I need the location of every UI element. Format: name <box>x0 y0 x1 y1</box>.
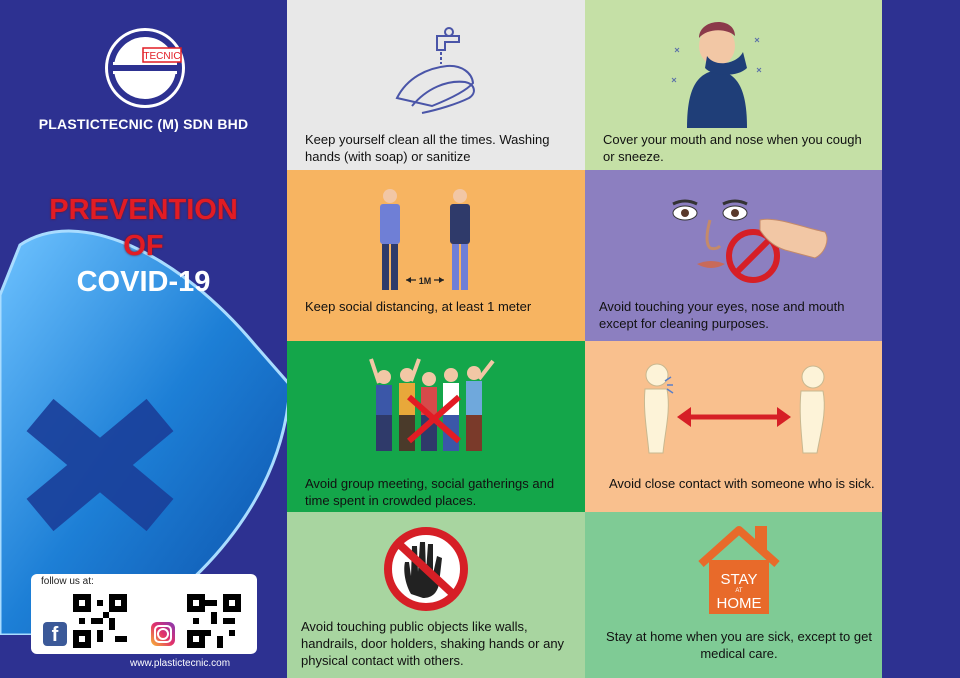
no-face-touch-icon <box>672 199 828 283</box>
tip-text: Stay at home when you are sick, except t… <box>606 629 872 661</box>
tip-panel-cough: Cover your mouth and nose when you cough… <box>585 0 882 170</box>
page-title: PREVENTION OF COVID-19 <box>0 192 287 300</box>
house-text-at: AT <box>735 588 743 594</box>
stay-home-icon: STAY AT HOME <box>698 526 780 614</box>
crowd-icon <box>369 358 495 451</box>
tip-panel-face-touch: Avoid touching your eyes, nose and mouth… <box>585 170 882 341</box>
follow-label: follow us at: <box>41 576 94 587</box>
tip-text: Avoid group meeting, social gatherings a… <box>305 476 555 508</box>
distance-label: 1M <box>419 276 432 286</box>
facebook-icon[interactable]: f <box>43 622 67 646</box>
house-text-home: HOME <box>717 595 762 612</box>
tip-panel-stay-home: STAY AT HOME Stay at home when you are s… <box>585 512 882 678</box>
tip-panel-distancing: 1M Keep social distancing, at least 1 me… <box>287 170 585 341</box>
company-logo: TECNIC <box>105 28 185 108</box>
house-text-stay: STAY <box>721 571 758 588</box>
tip-text: Keep social distancing, at least 1 meter <box>305 299 532 314</box>
tip-text: Avoid close contact with someone who is … <box>609 476 875 491</box>
website-link[interactable]: www.plastictecnic.com <box>130 658 231 669</box>
sick-contact-icon <box>643 363 825 454</box>
distancing-icon: 1M <box>380 189 470 290</box>
left-panel: TECNIC PLASTICTECNIC (M) SDN BHD PREVENT… <box>0 0 287 678</box>
title-line-2: OF <box>123 230 164 262</box>
no-touch-hand-icon <box>384 527 468 611</box>
instagram-icon[interactable] <box>151 622 175 646</box>
instagram-qr-code[interactable] <box>187 594 241 648</box>
handwash-icon <box>395 27 475 114</box>
tip-text: Avoid touching public objects like walls… <box>301 619 565 668</box>
tip-text: Avoid touching your eyes, nose and mouth… <box>599 299 845 331</box>
title-line-1: PREVENTION <box>49 194 238 226</box>
right-border <box>882 0 960 678</box>
tip-panel-handwash: Keep yourself clean all the times. Washi… <box>287 0 585 170</box>
follow-box: follow us at: f <box>31 574 257 654</box>
cough-icon <box>671 21 762 128</box>
facebook-qr-code[interactable] <box>73 594 127 648</box>
logo-text: TECNIC <box>143 51 180 62</box>
title-line-3: COVID-19 <box>76 266 211 298</box>
tip-panel-crowd: Avoid group meeting, social gatherings a… <box>287 341 585 512</box>
company-name: PLASTICTECNIC (M) SDN BHD <box>38 116 249 132</box>
tip-text: Keep yourself clean all the times. Washi… <box>305 132 550 164</box>
tip-panel-public-objects: Avoid touching public objects like walls… <box>287 512 585 678</box>
tip-text: Cover your mouth and nose when you cough… <box>603 132 862 164</box>
tip-panel-sick-contact: Avoid close contact with someone who is … <box>585 341 882 512</box>
